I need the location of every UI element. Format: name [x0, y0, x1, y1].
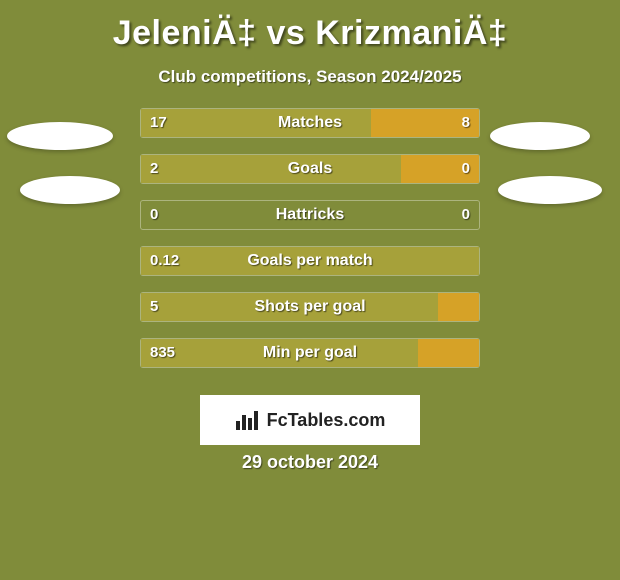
player-placeholder-ellipse: [7, 122, 113, 150]
bars-icon: [235, 409, 261, 431]
branding-text: FcTables.com: [267, 410, 386, 431]
date-label: 29 october 2024: [0, 452, 620, 473]
player-placeholder-ellipse: [490, 122, 590, 150]
bar-right: [371, 109, 479, 137]
bar-left: [141, 109, 371, 137]
bar-track: [140, 200, 480, 230]
bar-left: [141, 339, 418, 367]
player-placeholder-ellipse: [20, 176, 120, 204]
branding-box: FcTables.com: [200, 395, 420, 445]
bar-track: [140, 154, 480, 184]
stat-row: Shots per goal5: [0, 292, 620, 338]
bar-track: [140, 246, 480, 276]
player-placeholder-ellipse: [498, 176, 602, 204]
bar-track: [140, 108, 480, 138]
stat-row: Goals per match0.12: [0, 246, 620, 292]
stat-row: Hattricks00: [0, 200, 620, 246]
bar-left: [141, 293, 438, 321]
bar-track: [140, 292, 480, 322]
bar-right: [438, 293, 479, 321]
bar-left: [141, 155, 401, 183]
stat-row: Min per goal835: [0, 338, 620, 384]
bar-track: [140, 338, 480, 368]
page-title: JeleniÄ‡ vs KrizmaniÄ‡: [0, 0, 620, 53]
page-subtitle: Club competitions, Season 2024/2025: [0, 67, 620, 87]
bar-right: [418, 339, 479, 367]
bar-right: [401, 155, 479, 183]
bar-left: [141, 247, 479, 275]
